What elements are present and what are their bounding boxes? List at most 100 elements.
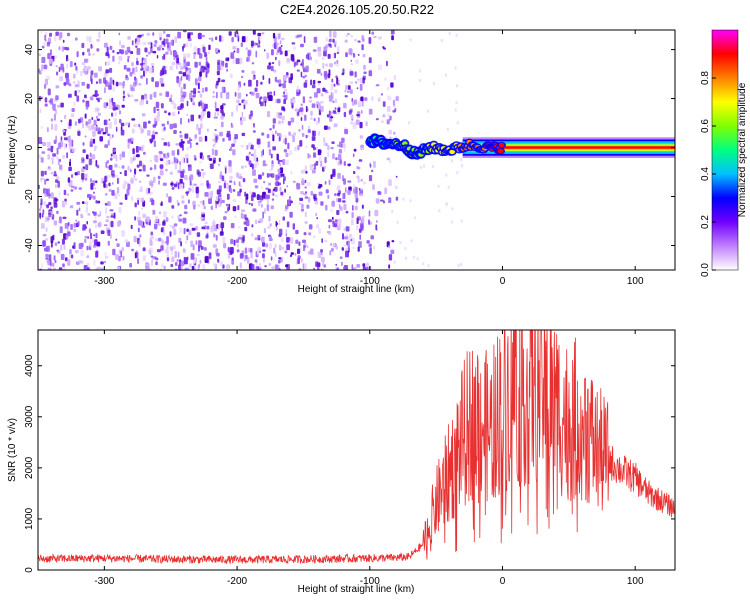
noise-speck bbox=[112, 248, 116, 256]
noise-speck bbox=[189, 42, 193, 48]
noise-speck bbox=[56, 210, 59, 214]
noise-speck bbox=[226, 130, 231, 137]
noise-speck bbox=[175, 158, 178, 164]
noise-speck bbox=[252, 30, 256, 35]
noise-speck bbox=[262, 253, 265, 259]
noise-speck bbox=[278, 219, 281, 226]
noise-speck bbox=[271, 266, 275, 270]
noise-speck bbox=[50, 118, 54, 122]
noise-speck bbox=[170, 50, 173, 56]
noise-speck bbox=[344, 149, 346, 152]
noise-speck bbox=[298, 108, 303, 113]
noise-speck bbox=[262, 160, 266, 167]
noise-speck bbox=[292, 180, 296, 183]
noise-speck bbox=[119, 40, 121, 46]
noise-speck bbox=[103, 102, 108, 109]
noise-speck bbox=[349, 233, 353, 238]
noise-speck bbox=[114, 174, 118, 177]
noise-speck bbox=[182, 91, 187, 98]
noise-speck bbox=[60, 136, 63, 141]
noise-speck bbox=[331, 247, 334, 252]
noise-speck bbox=[138, 210, 140, 216]
noise-speck bbox=[271, 49, 274, 56]
noise-speck bbox=[324, 63, 328, 66]
noise-speck bbox=[76, 201, 81, 205]
noise-speck bbox=[386, 119, 390, 125]
noise-speck bbox=[347, 85, 351, 90]
noise-speck bbox=[304, 114, 307, 121]
noise-speck bbox=[348, 48, 353, 55]
noise-speck bbox=[169, 231, 172, 237]
noise-speck bbox=[278, 176, 280, 180]
noise-speck bbox=[349, 108, 353, 113]
noise-speck bbox=[95, 268, 98, 270]
noise-speck bbox=[142, 42, 147, 45]
noise-speck bbox=[205, 56, 208, 62]
noise-speck bbox=[198, 61, 202, 66]
noise-speck bbox=[294, 146, 297, 152]
noise-speck bbox=[306, 204, 310, 209]
noise-speck bbox=[77, 130, 81, 136]
noise-speck bbox=[181, 63, 185, 66]
noise-speck bbox=[252, 75, 255, 81]
noise-speck bbox=[155, 81, 159, 88]
noise-speck bbox=[388, 179, 392, 186]
spectrogram-x-label: Height of straight line (km) bbox=[298, 284, 415, 295]
noise-speck bbox=[298, 268, 302, 270]
noise-speck bbox=[153, 176, 156, 183]
noise-speck bbox=[44, 79, 48, 86]
noise-speck bbox=[325, 189, 329, 194]
noise-speck bbox=[58, 36, 62, 41]
noise-speck bbox=[362, 266, 366, 270]
noise-speck bbox=[446, 128, 449, 132]
noise-speck bbox=[65, 78, 70, 85]
noise-speck bbox=[264, 208, 266, 214]
noise-speck bbox=[166, 245, 169, 251]
noise-speck bbox=[138, 123, 141, 128]
noise-speck bbox=[337, 172, 341, 179]
noise-speck bbox=[274, 181, 278, 186]
noise-speck bbox=[131, 61, 133, 67]
noise-speck bbox=[232, 257, 234, 261]
noise-speck bbox=[221, 227, 223, 234]
noise-speck bbox=[313, 267, 316, 270]
noise-speck bbox=[232, 46, 237, 50]
noise-speck bbox=[328, 95, 333, 102]
noise-speck bbox=[214, 101, 217, 109]
noise-speck bbox=[136, 60, 139, 66]
noise-speck bbox=[294, 61, 299, 66]
noise-speck bbox=[195, 240, 198, 245]
noise-speck bbox=[106, 102, 109, 107]
noise-speck bbox=[197, 32, 202, 40]
noise-speck bbox=[41, 263, 43, 270]
noise-speck bbox=[261, 236, 265, 243]
noise-speck bbox=[260, 101, 264, 107]
noise-speck bbox=[54, 242, 58, 246]
noise-speck bbox=[336, 77, 339, 85]
noise-speck bbox=[47, 148, 51, 151]
noise-speck bbox=[354, 71, 357, 78]
noise-speck bbox=[296, 85, 300, 93]
noise-speck bbox=[246, 144, 249, 150]
noise-speck bbox=[271, 173, 275, 178]
noise-speck bbox=[207, 51, 210, 55]
noise-speck bbox=[297, 145, 300, 151]
noise-speck bbox=[447, 185, 450, 189]
noise-speck bbox=[410, 239, 413, 243]
noise-speck bbox=[69, 249, 72, 255]
noise-speck bbox=[201, 168, 204, 171]
noise-speck bbox=[168, 112, 171, 116]
noise-speck bbox=[81, 201, 85, 204]
noise-speck bbox=[220, 91, 223, 99]
noise-speck bbox=[183, 30, 187, 33]
noise-speck bbox=[161, 239, 164, 246]
noise-speck bbox=[272, 134, 275, 142]
noise-speck bbox=[286, 221, 290, 228]
noise-speck bbox=[275, 174, 279, 181]
noise-speck bbox=[312, 79, 316, 85]
noise-speck bbox=[317, 51, 322, 57]
noise-speck bbox=[145, 100, 149, 105]
noise-speck bbox=[199, 217, 204, 220]
noise-speck bbox=[292, 135, 295, 143]
